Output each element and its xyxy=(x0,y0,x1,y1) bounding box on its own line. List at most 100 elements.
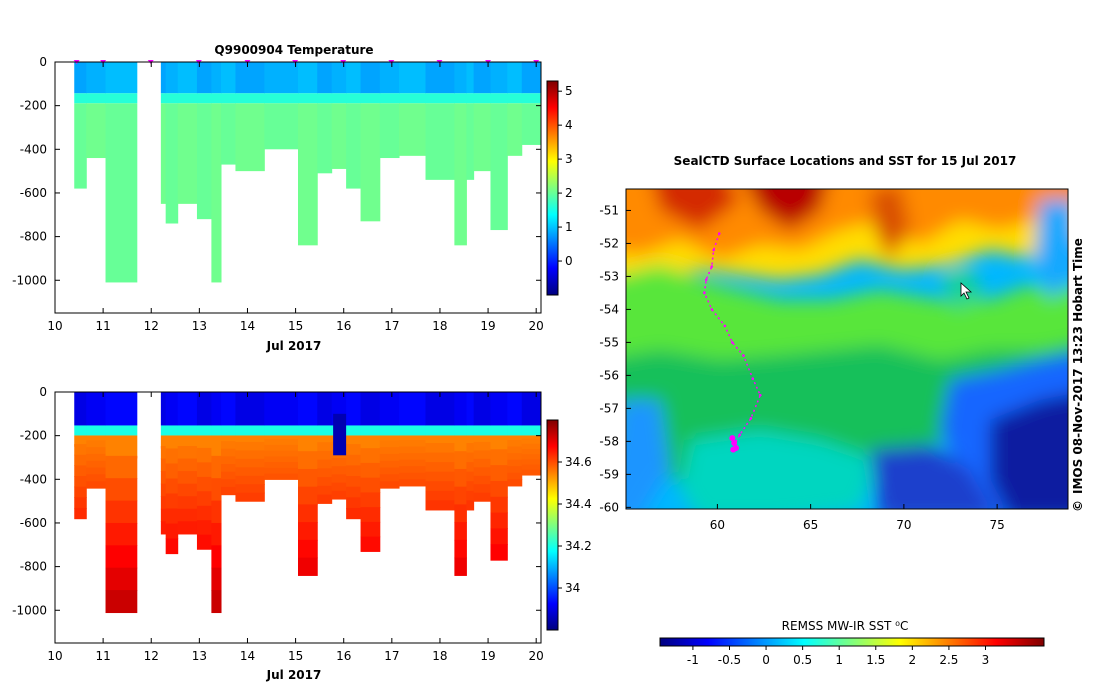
deep-cell xyxy=(317,477,333,487)
deep-cell xyxy=(165,435,179,452)
deep-cell xyxy=(264,450,299,457)
sst-colorbar-tick-label: 2.5 xyxy=(939,653,958,667)
deep-cell xyxy=(177,103,198,204)
thermocline-cell xyxy=(264,93,299,104)
deep-cell xyxy=(346,435,362,447)
map-y-tick-label: -54 xyxy=(599,302,619,316)
deep-cell xyxy=(331,474,347,484)
halocline-cell xyxy=(360,425,381,436)
deep-cell xyxy=(74,507,87,520)
colorbar-tick-label: 5 xyxy=(565,84,573,98)
y-tick-label: -1000 xyxy=(12,603,47,617)
halocline-cell xyxy=(379,425,400,436)
sst-colorbar-tick-label: 1 xyxy=(835,653,843,667)
sst-map-panel: SealCTD Surface Locations and SST for 15… xyxy=(599,154,1085,667)
map-y-tick-label: -56 xyxy=(599,368,619,382)
surface-cell xyxy=(346,62,362,94)
halocline-cell xyxy=(507,425,523,436)
seal-location xyxy=(749,416,753,420)
colorbar-tick-label: 3 xyxy=(565,152,573,166)
temperature-section-panel: Q9900904 Temperature 10 11 12 13 14 15 16 17 18 1… xyxy=(12,43,573,353)
seal-location xyxy=(738,433,742,437)
x-tick-label: 10 xyxy=(47,649,62,663)
x-tick-label: 14 xyxy=(240,319,255,333)
deep-cell xyxy=(177,446,198,460)
deep-cell xyxy=(105,522,138,546)
deep-cell xyxy=(360,448,381,464)
thermocline-cell xyxy=(346,93,362,104)
colorbar-tick-label: 2 xyxy=(565,186,573,200)
halocline-cell xyxy=(490,425,508,436)
deep-cell xyxy=(360,536,381,552)
deep-cell xyxy=(379,453,400,462)
surface-cell xyxy=(74,392,87,426)
temperature-colorbar-ticks: 0 1 2 3 4 5 xyxy=(558,84,573,268)
deep-cell xyxy=(317,442,333,452)
deep-cell xyxy=(160,496,167,510)
surface-cell xyxy=(160,392,167,426)
surface-cell xyxy=(105,62,138,94)
deep-cell xyxy=(264,462,299,469)
deep-cell xyxy=(473,475,491,485)
surface-cell xyxy=(454,62,467,94)
seal-location-cluster xyxy=(731,440,738,447)
y-tick-label: -800 xyxy=(20,560,47,574)
deep-cell xyxy=(454,522,467,541)
surface-cell xyxy=(317,62,333,94)
map-y-tick-label: -51 xyxy=(599,203,619,217)
deep-cell xyxy=(490,544,508,561)
deep-cell xyxy=(490,103,508,231)
deep-cell xyxy=(317,103,333,174)
deep-cell xyxy=(196,462,212,478)
deep-cell xyxy=(298,451,318,470)
deep-cell xyxy=(507,479,523,487)
surface-cell xyxy=(379,62,400,94)
deep-cell xyxy=(165,463,179,480)
sst-field xyxy=(626,189,1068,509)
deep-cell xyxy=(196,505,212,521)
map-y-tick-label: -52 xyxy=(599,236,619,250)
deep-cell xyxy=(264,444,299,452)
x-tick-label: 16 xyxy=(336,319,351,333)
deep-cell xyxy=(425,435,455,446)
colorbar-tick-label: 34.6 xyxy=(565,455,592,469)
x-tick-label: 19 xyxy=(480,319,495,333)
deep-cell xyxy=(346,486,362,498)
deep-cell xyxy=(507,472,523,480)
deep-cell xyxy=(221,464,236,473)
deep-cell xyxy=(379,440,400,448)
deep-cell xyxy=(346,476,362,488)
thermocline-cell xyxy=(105,93,138,104)
thermocline-cell xyxy=(211,93,222,104)
deep-cell xyxy=(521,469,542,476)
deep-cell xyxy=(221,103,236,165)
deep-cell xyxy=(160,435,167,449)
surface-cell xyxy=(399,392,427,426)
deep-cell xyxy=(221,471,236,480)
deep-cell xyxy=(454,557,467,576)
deep-cell xyxy=(235,467,265,477)
surface-cell xyxy=(521,392,542,426)
thermocline-cell xyxy=(331,93,347,104)
surface-cell xyxy=(298,62,318,94)
deep-cell xyxy=(264,439,299,446)
deep-cell xyxy=(507,453,523,461)
deep-cell xyxy=(221,441,236,450)
seal-location xyxy=(742,354,745,357)
y-tick-label: -200 xyxy=(20,99,47,113)
thermocline-cell xyxy=(221,93,236,104)
deep-cell xyxy=(490,496,508,514)
halocline-cell xyxy=(86,425,107,436)
sst-colorbar-tick-label: 2 xyxy=(909,653,917,667)
deep-cell xyxy=(346,103,362,189)
thermocline-cell xyxy=(466,93,475,104)
deep-cell xyxy=(86,481,107,489)
deep-cell xyxy=(211,522,222,546)
deep-cell xyxy=(235,435,265,445)
deep-cell xyxy=(507,446,523,454)
deep-cell xyxy=(105,500,138,524)
seal-location xyxy=(710,265,714,268)
cursor-arrow-icon xyxy=(960,282,973,300)
seal-location xyxy=(751,377,755,380)
map-x-tick-label: 60 xyxy=(710,518,725,532)
